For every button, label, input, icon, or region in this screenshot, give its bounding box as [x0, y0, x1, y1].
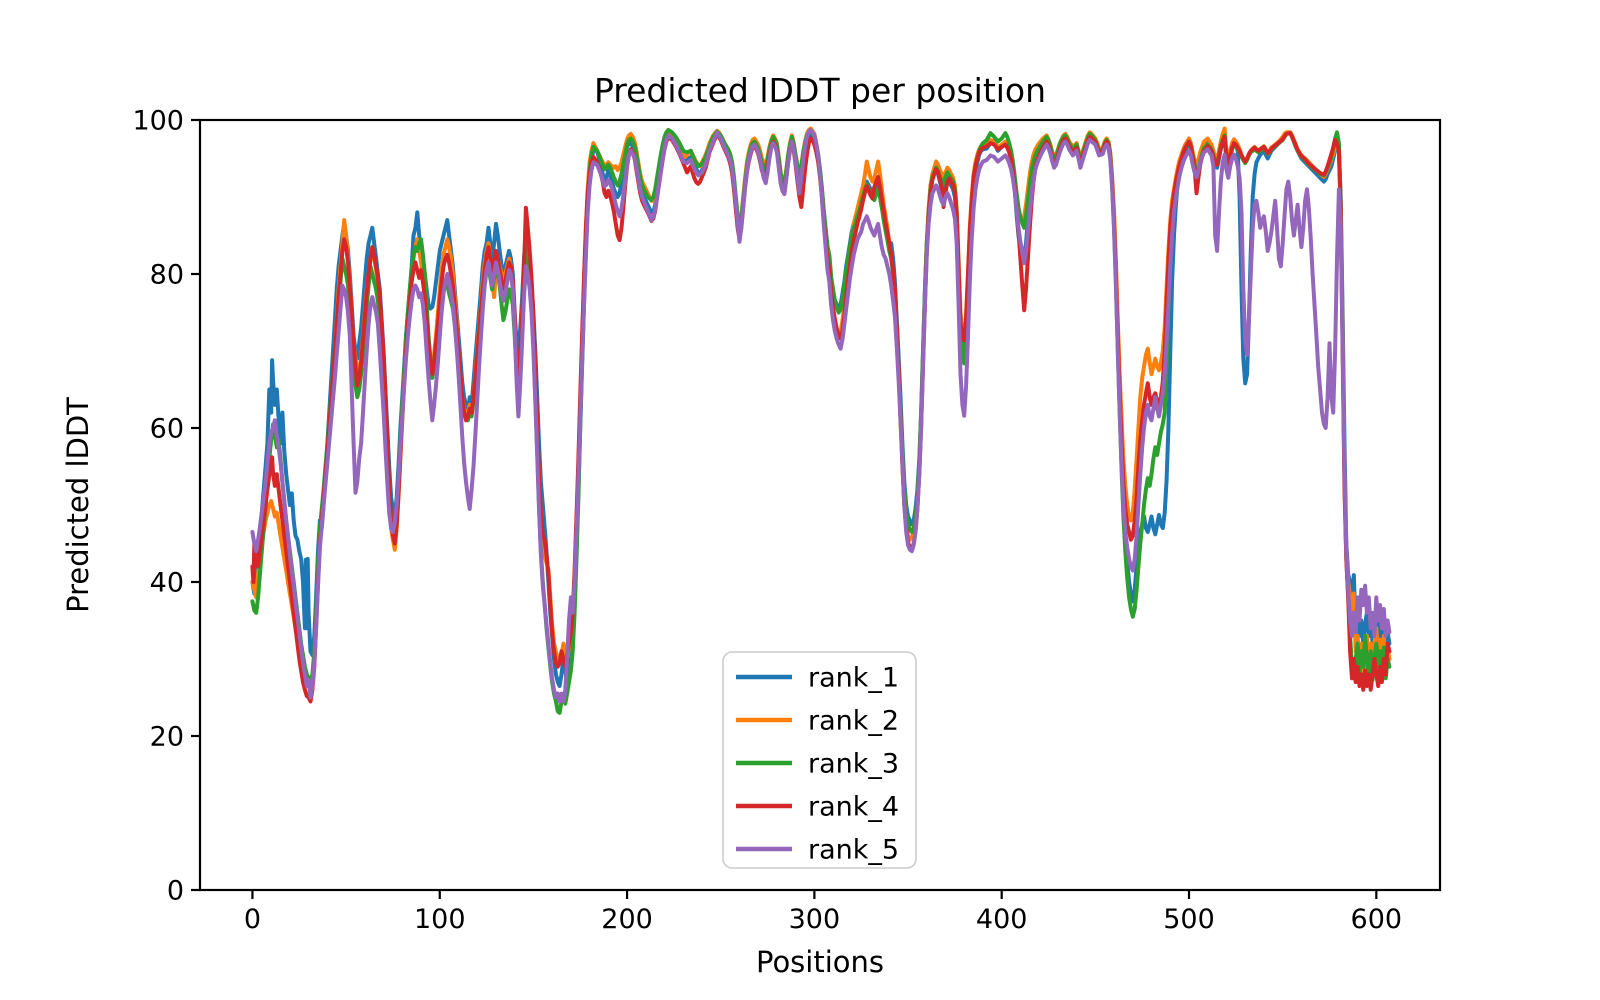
x-tick-label: 200 — [601, 904, 653, 935]
y-tick-label: 40 — [150, 568, 184, 599]
legend-label-rank_5: rank_5 — [808, 835, 899, 866]
x-tick-label: 600 — [1351, 904, 1403, 935]
x-tick-label: 100 — [414, 904, 466, 935]
series-line-rank_4 — [250, 131, 1392, 704]
y-tick-label: 20 — [150, 722, 184, 753]
series-line-rank_5 — [250, 128, 1392, 704]
legend-label-rank_2: rank_2 — [808, 706, 899, 737]
y-axis-label: Predicted lDDT — [61, 397, 95, 613]
plot-border — [198, 118, 1442, 892]
x-tick-label: 400 — [976, 904, 1028, 935]
legend-label-rank_1: rank_1 — [808, 663, 899, 694]
x-tick-label: 300 — [789, 904, 841, 935]
y-tick-label: 100 — [132, 106, 184, 137]
x-tick-label: 0 — [244, 904, 261, 935]
chart-title: Predicted lDDT per position — [594, 71, 1046, 110]
y-tick-label: 0 — [167, 876, 184, 907]
x-axis-label: Positions — [756, 945, 884, 979]
y-tick-label: 80 — [150, 260, 184, 291]
legend-label-rank_4: rank_4 — [808, 792, 899, 823]
y-tick-label: 60 — [150, 414, 184, 445]
legend-box — [722, 651, 917, 869]
legend-label-rank_3: rank_3 — [808, 749, 899, 780]
x-tick-label: 500 — [1163, 904, 1215, 935]
